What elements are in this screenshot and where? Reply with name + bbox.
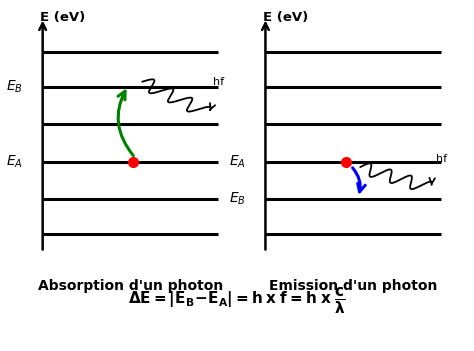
Text: E (eV): E (eV)	[263, 11, 308, 24]
Text: hf: hf	[213, 77, 224, 87]
Text: $E_B$: $E_B$	[228, 191, 246, 207]
Text: E (eV): E (eV)	[40, 11, 85, 24]
Text: $\mathbf{\Delta E = |E_B\!-\!E_A| = h\; x\; f = h\; x\; \dfrac{c}{\lambda}}$: $\mathbf{\Delta E = |E_B\!-\!E_A| = h\; …	[128, 286, 346, 316]
Text: Emission d'un photon: Emission d'un photon	[269, 279, 438, 293]
Text: $E_B$: $E_B$	[6, 79, 23, 95]
Text: $E_A$: $E_A$	[6, 153, 23, 170]
Text: $E_A$: $E_A$	[228, 153, 246, 170]
Text: hf: hf	[436, 154, 447, 164]
Text: Absorption d'un photon: Absorption d'un photon	[38, 279, 223, 293]
